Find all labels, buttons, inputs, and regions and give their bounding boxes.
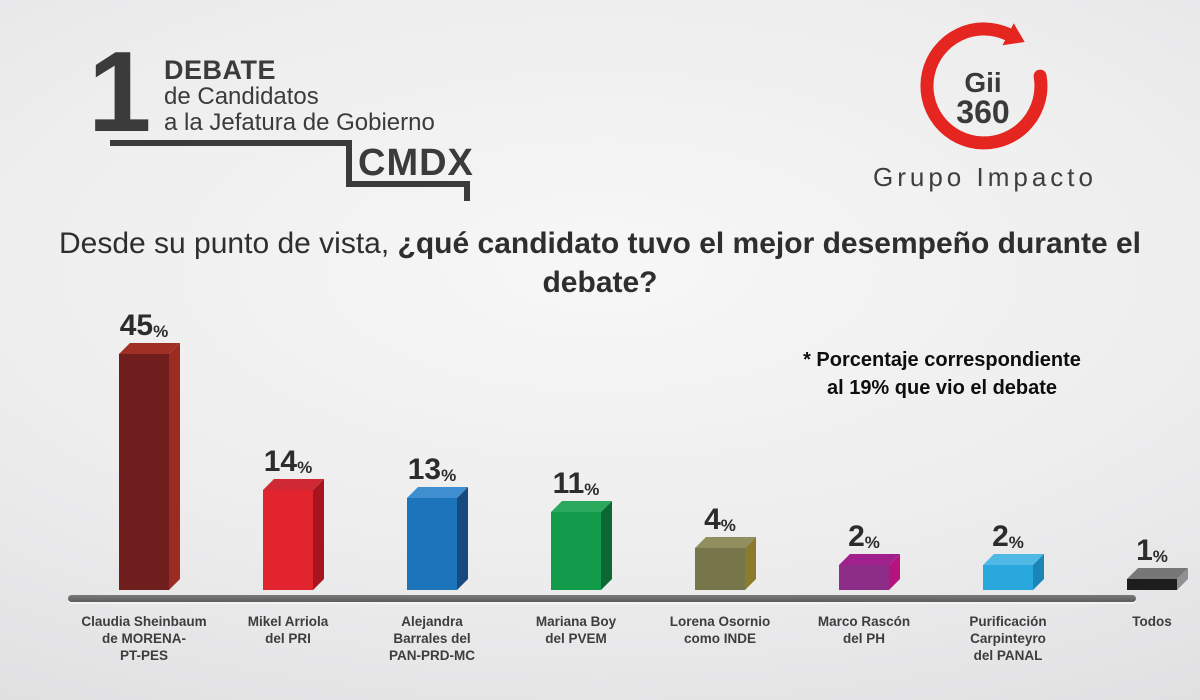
category-label: Mikel Arriola del PRI bbox=[247, 614, 329, 646]
axis-line bbox=[68, 595, 1136, 602]
debate-subtitle-1: de Candidatos bbox=[164, 83, 319, 110]
bar-value-label: 2 % bbox=[992, 522, 1024, 552]
category-label: Claudia Sheinbaum de MORENA- PT-PES bbox=[81, 614, 207, 663]
bar-group: 4 % Lorena Osornio como INDE bbox=[648, 290, 792, 670]
bar-3d bbox=[263, 490, 313, 590]
debate-logo-text: DEBATE de Candidatos a la Jefatura de Go… bbox=[164, 56, 435, 136]
bar-value-label: 4 % bbox=[704, 505, 736, 535]
gii-label: Gii bbox=[964, 67, 1001, 98]
bar-value-label: 2 % bbox=[848, 522, 880, 552]
bar-value-number: 45 bbox=[119, 309, 154, 342]
bar-value-label: 1 % bbox=[1136, 536, 1168, 566]
category-label: Purificación Carpinteyro del PANAL bbox=[969, 614, 1047, 663]
g360-label: 360 bbox=[956, 94, 1009, 130]
bar-group: 45 % Claudia Sheinbaum de MORENA- PT-PES bbox=[72, 290, 216, 670]
logo-step-line bbox=[464, 181, 470, 201]
percent-sign: % bbox=[441, 466, 457, 485]
bar-value-label: 14 % bbox=[264, 447, 313, 477]
percent-sign: % bbox=[1152, 547, 1168, 566]
logo-step-line bbox=[110, 140, 352, 146]
gii360-logo: Gii 360 Grupo Impacto bbox=[860, 18, 1110, 198]
big-number-1: 1 bbox=[88, 29, 152, 156]
bar-value-label: 13 % bbox=[408, 455, 457, 485]
bar-value-label: 11 % bbox=[553, 469, 600, 499]
footnote: * Porcentaje correspondiente al 19% que … bbox=[752, 346, 1132, 402]
bar-group: 14 % Mikel Arriola del PRI bbox=[216, 290, 360, 670]
percent-sign: % bbox=[864, 533, 880, 552]
bars-row: 45 % Claudia Sheinbaum de MORENA- PT-PES… bbox=[72, 290, 1177, 670]
question-title: Desde su punto de vista, ¿qué candidato … bbox=[0, 224, 1200, 302]
bar-3d bbox=[1127, 579, 1177, 590]
bar-group: 13 % Alejandra Barrales del PAN-PRD-MC bbox=[360, 290, 504, 670]
logo-step-line bbox=[346, 181, 470, 187]
debate-title: DEBATE bbox=[164, 55, 277, 85]
circular-arrow-icon: Gii 360 bbox=[920, 22, 1048, 150]
bar-value-number: 1 bbox=[1136, 534, 1153, 567]
bar-chart: 45 % Claudia Sheinbaum de MORENA- PT-PES… bbox=[68, 290, 1177, 670]
bar-group: 1 % Todos bbox=[1080, 290, 1200, 670]
percent-sign: % bbox=[297, 458, 313, 477]
percent-sign: % bbox=[720, 516, 736, 535]
bar-3d bbox=[119, 354, 169, 590]
bar-value-number: 2 bbox=[992, 520, 1009, 553]
question-prefix: Desde su punto de vista, bbox=[58, 227, 398, 260]
percent-sign: % bbox=[584, 480, 600, 499]
logo-step-line bbox=[346, 140, 352, 187]
bar-3d bbox=[551, 512, 601, 590]
bar-group: 2 % Marco Rascón del PH bbox=[792, 290, 936, 670]
bar-3d bbox=[983, 565, 1033, 590]
company-name: Grupo Impacto bbox=[873, 162, 1097, 192]
cmdx-label: CMDX bbox=[358, 142, 474, 184]
debate-logo: 1 DEBATE de Candidatos a la Jefatura de … bbox=[88, 36, 488, 215]
bar-3d bbox=[839, 565, 889, 590]
bar-value-number: 11 bbox=[552, 467, 585, 500]
category-label: Todos bbox=[1132, 614, 1172, 629]
category-label: Mariana Boy del PVEM bbox=[535, 614, 617, 646]
bar-3d bbox=[695, 548, 745, 590]
bar-value-number: 13 bbox=[407, 453, 442, 486]
category-label: Marco Rascón del PH bbox=[817, 614, 911, 646]
bar-group: 2 % Purificación Carpinteyro del PANAL bbox=[936, 290, 1080, 670]
question-emphasis: ¿qué candidato tuvo el mejor desempeño d… bbox=[397, 227, 1141, 299]
bar-3d bbox=[407, 498, 457, 590]
percent-sign: % bbox=[153, 322, 169, 341]
footnote-line-2: al 19% que vio el debate bbox=[826, 377, 1058, 399]
debate-subtitle-2: a la Jefatura de Gobierno bbox=[164, 109, 435, 136]
category-label: Lorena Osornio como INDE bbox=[669, 614, 771, 646]
bar-value-number: 2 bbox=[848, 520, 865, 553]
bar-value-number: 4 bbox=[704, 503, 721, 536]
bar-value-number: 14 bbox=[263, 445, 298, 478]
percent-sign: % bbox=[1008, 533, 1024, 552]
bar-group: 11 % Mariana Boy del PVEM bbox=[504, 290, 648, 670]
footnote-line-1: * Porcentaje correspondiente bbox=[803, 349, 1081, 371]
category-label: Alejandra Barrales del PAN-PRD-MC bbox=[389, 614, 475, 663]
bar-value-label: 45 % bbox=[120, 311, 169, 341]
